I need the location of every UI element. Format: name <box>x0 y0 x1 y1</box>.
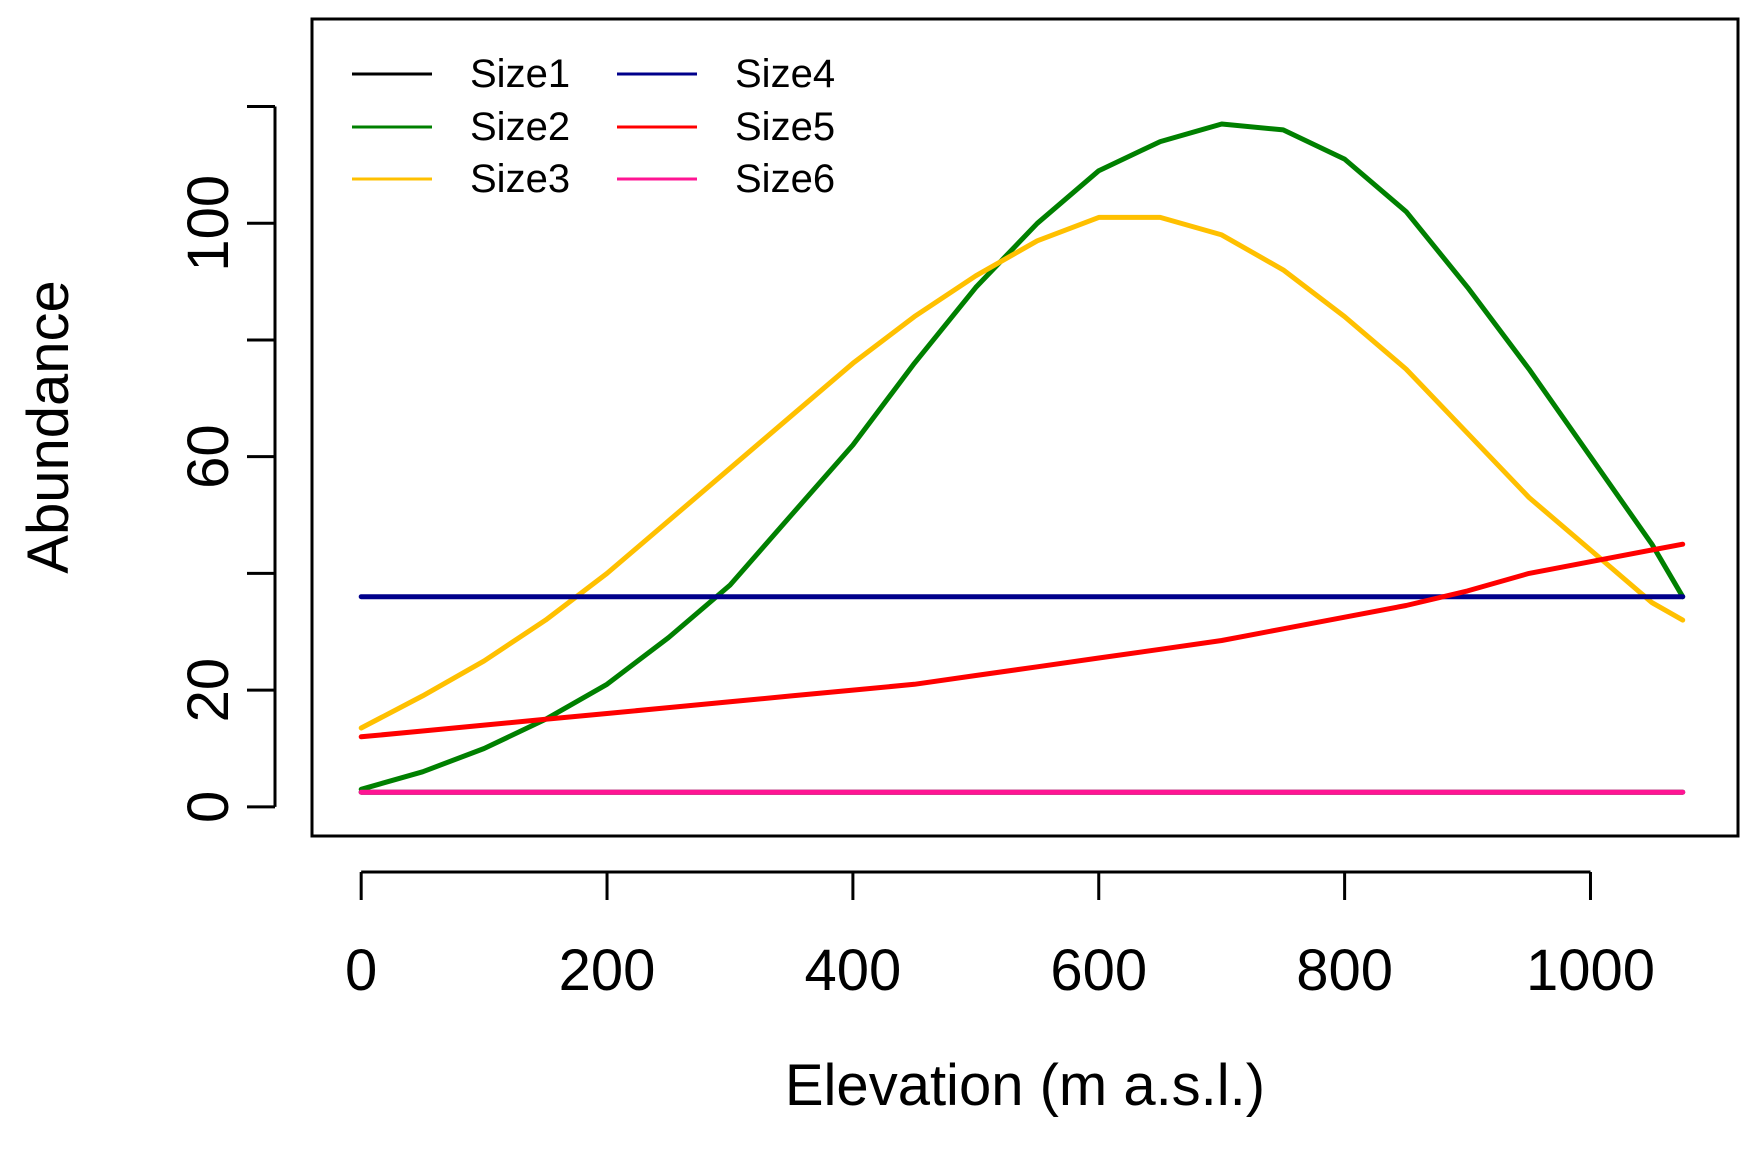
series-line-size3 <box>358 214 1686 731</box>
x-tick-label-200: 200 <box>559 938 656 1003</box>
x-tick-label-400: 400 <box>805 938 902 1003</box>
y-axis-label: Abundance <box>16 280 81 573</box>
y-axis: 0 20 60 100 <box>176 105 277 823</box>
legend-label-size1: Size1 <box>470 52 570 96</box>
x-tick-label-800: 800 <box>1296 938 1393 1003</box>
x-tick-label-1000: 1000 <box>1526 938 1655 1003</box>
x-axis-label: Elevation (m a.s.l.) <box>785 1053 1265 1118</box>
legend-label-size3: Size3 <box>470 157 570 201</box>
x-axis: 0 200 400 600 800 1000 <box>345 870 1655 1003</box>
legend-label-size5: Size5 <box>735 105 835 149</box>
y-tick-label-20: 20 <box>176 658 241 723</box>
x-tick-label-600: 600 <box>1050 938 1147 1003</box>
series-line-size2 <box>358 121 1686 792</box>
legend: Size1 Size2 Size3 Size4 Size5 Size6 <box>352 52 835 201</box>
y-tick-label-100: 100 <box>176 175 241 272</box>
plot-frame <box>310 17 1740 838</box>
legend-label-size6: Size6 <box>735 157 835 201</box>
legend-label-size4: Size4 <box>735 52 835 96</box>
x-tick-label-0: 0 <box>345 938 377 1003</box>
series-line-size5 <box>358 541 1686 740</box>
series-layer <box>358 121 1686 795</box>
y-tick-label-60: 60 <box>176 424 241 489</box>
legend-label-size2: Size2 <box>470 105 570 149</box>
y-tick-label-0: 0 <box>176 791 241 823</box>
